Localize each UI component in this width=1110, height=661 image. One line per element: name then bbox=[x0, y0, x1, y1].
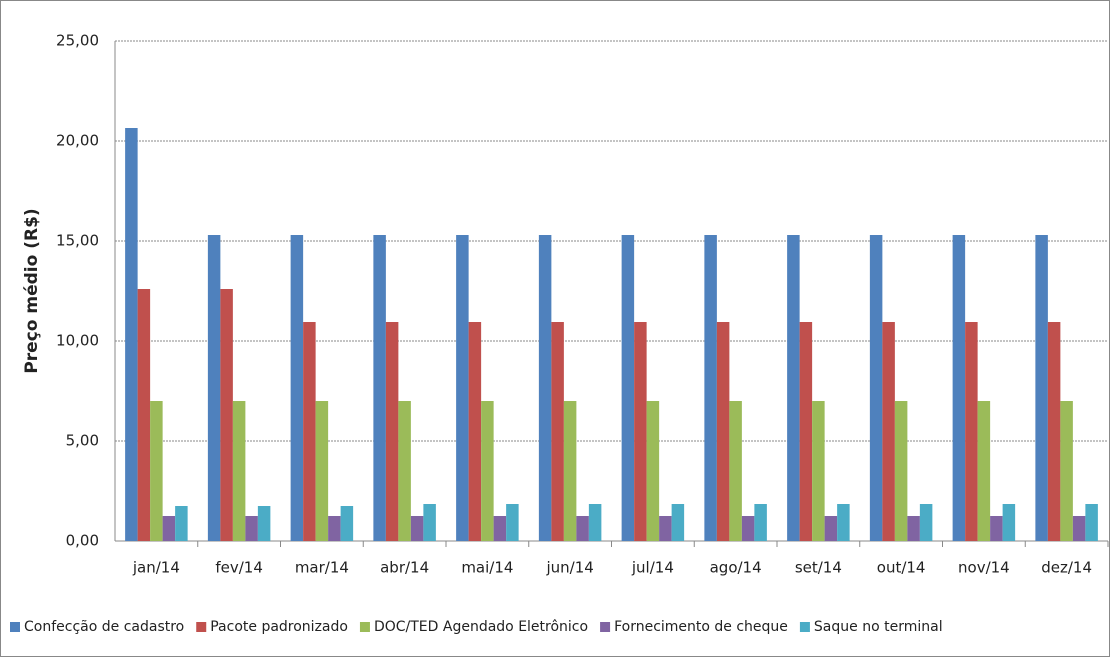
legend-swatch bbox=[10, 622, 20, 632]
bar bbox=[162, 516, 176, 541]
bar bbox=[551, 322, 564, 541]
bar bbox=[1002, 504, 1016, 541]
legend-swatch bbox=[600, 622, 611, 632]
x-tick-label: dez/14 bbox=[1041, 559, 1092, 577]
bar bbox=[729, 401, 742, 541]
bar bbox=[410, 516, 424, 541]
bar bbox=[1085, 504, 1098, 541]
y-axis-label: Preço médio (R$) bbox=[22, 208, 42, 373]
x-tick-label: jul/14 bbox=[631, 559, 674, 577]
bar bbox=[588, 504, 602, 541]
bar bbox=[634, 322, 647, 541]
bar bbox=[175, 506, 188, 541]
bar bbox=[137, 289, 151, 541]
bar bbox=[824, 516, 838, 541]
bar bbox=[990, 516, 1003, 541]
bar bbox=[315, 401, 329, 541]
x-tick-label: jun/14 bbox=[545, 559, 593, 577]
bar bbox=[812, 401, 825, 541]
bar bbox=[754, 504, 767, 541]
bar bbox=[977, 401, 991, 541]
bar bbox=[646, 401, 660, 541]
y-tick-label: 10,00 bbox=[56, 332, 99, 350]
bar bbox=[468, 322, 482, 541]
y-tick-label: 0,00 bbox=[66, 532, 99, 550]
bar bbox=[869, 235, 883, 541]
bar bbox=[423, 504, 436, 541]
legend-label: Fornecimento de cheque bbox=[614, 619, 788, 635]
legend-swatch bbox=[799, 622, 810, 632]
bar bbox=[1035, 235, 1048, 541]
x-tick-label: out/14 bbox=[877, 559, 926, 577]
bar bbox=[716, 322, 730, 541]
bar bbox=[150, 401, 163, 541]
bar bbox=[799, 322, 813, 541]
bar bbox=[563, 401, 577, 541]
bar bbox=[919, 504, 933, 541]
legend-swatch bbox=[196, 622, 207, 632]
bar bbox=[621, 235, 635, 541]
bar bbox=[1047, 322, 1061, 541]
bar bbox=[1060, 401, 1073, 541]
bar bbox=[290, 235, 304, 541]
bar bbox=[220, 289, 233, 541]
bar bbox=[538, 235, 552, 541]
x-tick-label: jan/14 bbox=[132, 559, 180, 577]
legend-label: Saque no terminal bbox=[814, 619, 943, 635]
bar bbox=[303, 322, 316, 541]
bar bbox=[232, 401, 246, 541]
y-tick-label: 15,00 bbox=[56, 232, 99, 250]
bar bbox=[1072, 516, 1086, 541]
bar bbox=[481, 401, 494, 541]
bar bbox=[837, 504, 850, 541]
bar bbox=[456, 235, 469, 541]
bar bbox=[741, 516, 755, 541]
bar bbox=[704, 235, 717, 541]
x-tick-label: mai/14 bbox=[461, 559, 513, 577]
bar bbox=[398, 401, 411, 541]
legend-swatch bbox=[359, 622, 370, 632]
y-tick-label: 25,00 bbox=[56, 32, 99, 50]
bar bbox=[894, 401, 908, 541]
x-tick-label: set/14 bbox=[795, 559, 842, 577]
y-tick-label: 20,00 bbox=[56, 132, 99, 150]
bar bbox=[373, 235, 386, 541]
bar bbox=[125, 128, 138, 541]
bar bbox=[245, 516, 258, 541]
legend-label: DOC/TED Agendado Eletrônico bbox=[374, 619, 588, 635]
bar bbox=[506, 504, 519, 541]
bar bbox=[952, 235, 966, 541]
bar bbox=[965, 322, 978, 541]
legend-label: Pacote padronizado bbox=[210, 619, 348, 635]
x-tick-label: abr/14 bbox=[380, 559, 429, 577]
bar bbox=[787, 235, 800, 541]
x-tick-label: fev/14 bbox=[215, 559, 263, 577]
bar bbox=[493, 516, 507, 541]
x-tick-label: mar/14 bbox=[295, 559, 349, 577]
bar bbox=[385, 322, 399, 541]
bar bbox=[907, 516, 920, 541]
bar bbox=[207, 235, 221, 541]
bar bbox=[659, 516, 672, 541]
y-tick-label: 5,00 bbox=[66, 432, 99, 450]
x-tick-label: nov/14 bbox=[958, 559, 1010, 577]
bar bbox=[576, 516, 589, 541]
bar bbox=[340, 506, 354, 541]
bar bbox=[257, 506, 271, 541]
bar bbox=[671, 504, 685, 541]
bar bbox=[328, 516, 341, 541]
legend-label: Confecção de cadastro bbox=[24, 619, 184, 635]
x-tick-label: ago/14 bbox=[710, 559, 762, 577]
bar bbox=[882, 322, 895, 541]
